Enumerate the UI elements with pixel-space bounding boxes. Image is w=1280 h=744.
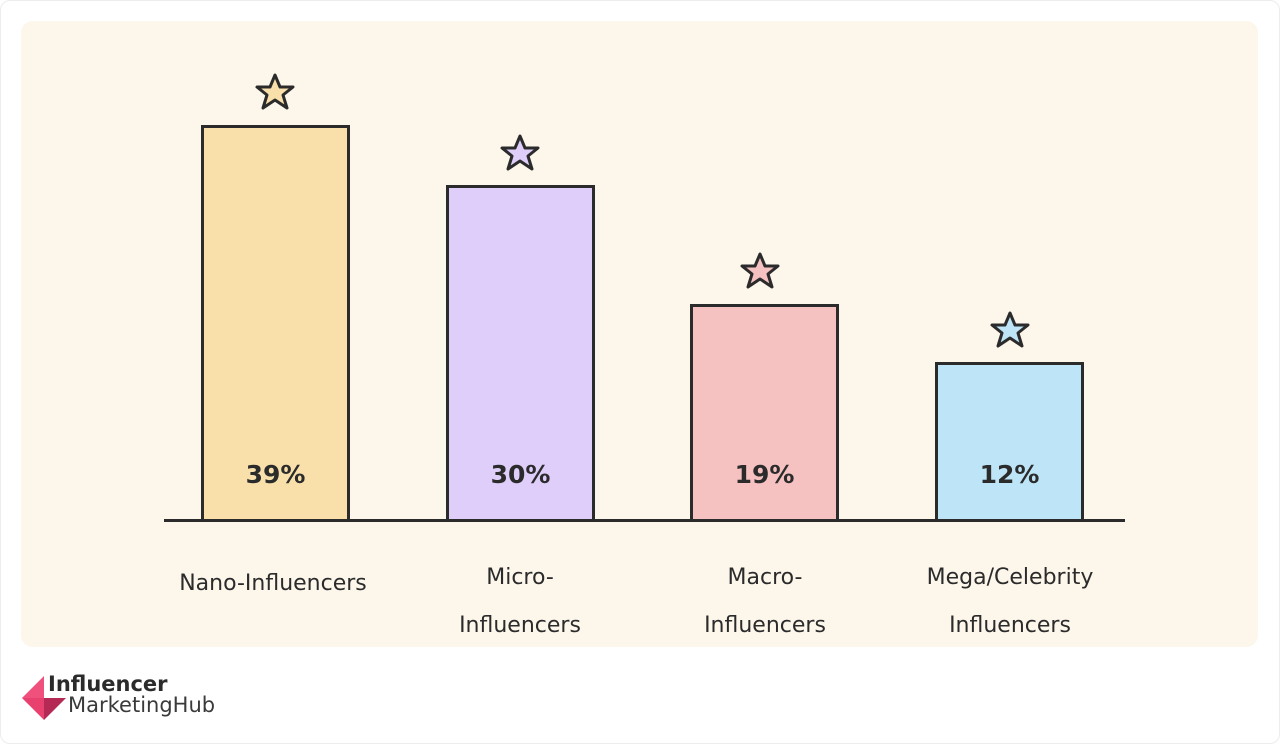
category-label-line: Influencers	[949, 613, 1071, 638]
star-icon	[255, 73, 295, 110]
bar-micro-influencers: 30%	[446, 185, 595, 522]
bar-nano-influencers: 39%	[201, 125, 350, 522]
bar-value-label: 30%	[490, 460, 551, 489]
category-label-line: Macro-	[727, 565, 803, 590]
category-label-line: Influencers	[459, 613, 581, 638]
bar-value-label: 12%	[979, 460, 1040, 489]
bar-mega-celebrity-influencers: 12%	[935, 362, 1084, 522]
category-label-micro: Micro- Influencers	[420, 542, 620, 662]
star-icon	[990, 311, 1030, 348]
category-label-line: Mega/Celebrity	[926, 565, 1094, 590]
category-label-mega: Mega/Celebrity Influencers	[895, 542, 1125, 662]
bar-value-label: 39%	[245, 460, 306, 489]
logo-diamond-icon	[22, 676, 66, 720]
bar-value-label: 19%	[734, 460, 795, 489]
star-icon	[500, 134, 540, 171]
star-icon	[740, 252, 780, 289]
bar-macro-influencers: 19%	[690, 304, 839, 522]
x-axis-line	[164, 519, 1125, 522]
category-label-line: Micro-	[486, 565, 554, 590]
category-label-line: Nano-Influencers	[179, 571, 367, 596]
logo-text-line2: MarketingHub	[68, 693, 216, 717]
influencer-marketing-hub-logo: Influencer MarketingHub	[22, 672, 242, 722]
logo-text-line1: Influencer	[48, 672, 168, 696]
category-label-macro: Macro- Influencers	[665, 542, 865, 662]
category-label-nano: Nano-Influencers	[150, 548, 396, 620]
category-label-line: Influencers	[704, 613, 826, 638]
